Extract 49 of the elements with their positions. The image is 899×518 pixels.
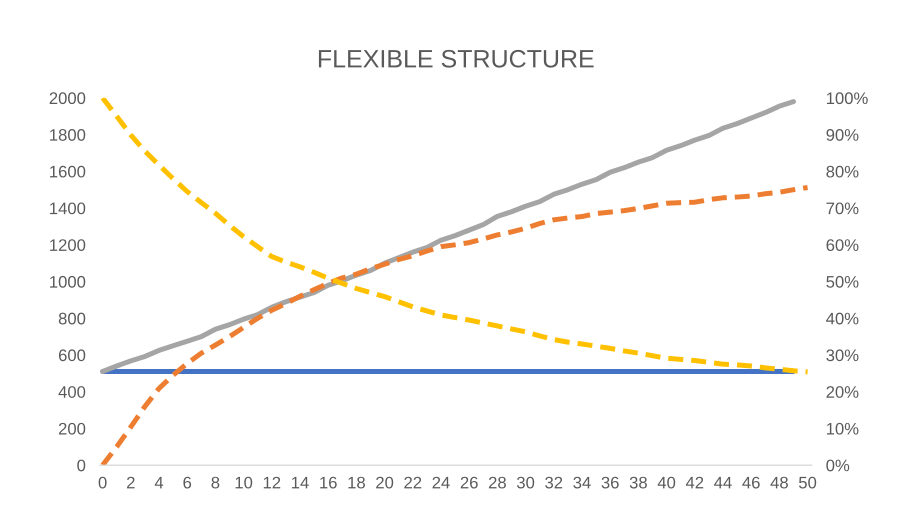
y2-tick-label: 20% xyxy=(826,386,858,398)
x-tick-label: 50 xyxy=(798,476,816,489)
x-tick-label: 26 xyxy=(460,476,478,489)
x-tick-label: 32 xyxy=(545,476,562,489)
y-tick-label: 400 xyxy=(58,386,86,398)
y2-tick-label: 90% xyxy=(826,129,858,141)
x-tick-label: 18 xyxy=(348,476,365,489)
x-tick-label: 2 xyxy=(127,476,135,488)
y-tick-label: 0 xyxy=(77,460,86,472)
x-tick-label: 0 xyxy=(98,476,107,489)
x-tick-label: 30 xyxy=(516,476,534,489)
y-tick-label: 1000 xyxy=(50,276,86,288)
x-tick-label: 48 xyxy=(770,476,788,489)
x-tick-label: 42 xyxy=(686,476,704,488)
x-tick-label: 14 xyxy=(292,476,309,488)
x-tick-label: 24 xyxy=(432,476,450,488)
y-tick-label: 1200 xyxy=(50,239,86,252)
x-tick-label: 40 xyxy=(658,476,676,489)
x-tick-label: 36 xyxy=(602,476,619,489)
y2-tick-label: 40% xyxy=(826,312,858,324)
y2-tick-label: 30% xyxy=(826,349,858,362)
y-tick-label: 600 xyxy=(58,349,86,362)
y-tick-label: 1600 xyxy=(50,166,86,178)
y2-tick-label: 50% xyxy=(826,276,858,288)
y-tick-label: 200 xyxy=(58,422,86,435)
x-tick-label: 46 xyxy=(742,476,760,489)
y2-tick-label: 80% xyxy=(826,166,858,178)
y2-tick-label: 60% xyxy=(826,239,858,252)
chart-title: FLEXIBLE STRUCTURE xyxy=(318,50,594,68)
y-tick-label: 800 xyxy=(58,312,86,324)
y-tick-label: 2000 xyxy=(50,92,86,104)
x-tick-label: 20 xyxy=(376,476,394,489)
x-tick-label: 22 xyxy=(404,476,422,488)
x-tick-label: 4 xyxy=(154,476,164,488)
y2-tick-label: 0% xyxy=(826,460,850,472)
x-tick-label: 8 xyxy=(211,476,220,489)
y2-tick-label: 100% xyxy=(826,92,868,104)
y2-tick-label: 10% xyxy=(826,422,858,435)
x-tick-label: 38 xyxy=(630,476,647,489)
x-tick-label: 16 xyxy=(320,476,337,489)
x-tick-label: 6 xyxy=(183,476,192,489)
x-tick-label: 28 xyxy=(488,476,506,489)
x-tick-label: 12 xyxy=(264,476,280,488)
x-tick-label: 44 xyxy=(714,476,732,488)
y-tick-label: 1400 xyxy=(50,202,86,214)
y-tick-label: 1800 xyxy=(50,129,86,141)
y2-tick-label: 70% xyxy=(826,202,858,214)
x-tick-label: 34 xyxy=(573,476,591,489)
x-tick-label: 10 xyxy=(236,476,252,489)
